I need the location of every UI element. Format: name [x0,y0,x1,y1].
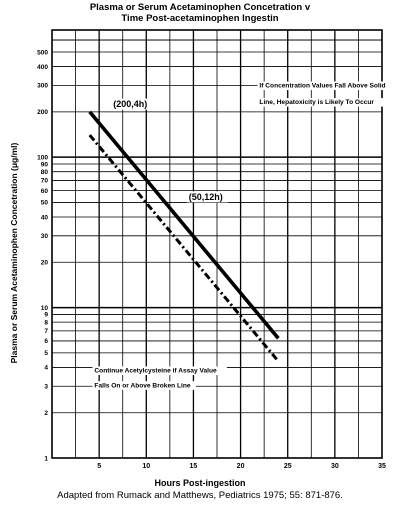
annotation-label: Line, Hepatoxicity is Likely To Occur [259,99,374,106]
y-tick-label: 100 [37,154,48,161]
annotation-label: Continue Acetylcysteine if Assay Value [94,368,217,375]
x-tick-label: 10 [142,463,150,470]
y-tick-label: 90 [41,161,49,168]
y-tick-label: 80 [41,169,49,176]
y-tick-label: 500 [37,49,48,56]
annotation-background [186,191,229,203]
y-tick-label: 40 [41,214,49,221]
annotation-label: Falls On or Above Broken Line [94,382,190,389]
annotation-background [111,98,153,110]
y-tick-label: 4 [44,365,48,372]
annotation-label: If Concentration Values Fall Above Solid [259,83,385,90]
y-tick-label: 400 [37,64,48,71]
y-tick-label: 60 [41,188,49,195]
chart-subtitle: Time Post-acetaminophen Ingestin [121,13,279,24]
annotation-label: (200,4h) [113,99,147,109]
y-tick-label: 8 [44,319,48,326]
x-tick-label: 20 [237,463,245,470]
x-tick-label: 35 [378,463,386,470]
solid-nomogram-line [88,110,280,340]
y-tick-label: 6 [44,338,48,345]
x-tick-label: 15 [190,463,198,470]
x-tick-label: 5 [97,463,101,470]
annotation-background [92,381,196,390]
y-tick-label: 30 [41,233,49,240]
chart-title: Plasma or Serum Acetaminophen Concetrati… [89,2,311,13]
y-tick-label: 1 [44,455,48,462]
annotation-background [257,98,389,107]
source-citation: Adapted from Rumack and Matthews, Pediat… [57,490,343,501]
y-tick-label: 300 [37,83,48,90]
y-tick-label: 50 [41,200,49,207]
y-tick-label: 3 [44,384,48,391]
y-tick-label: 2 [44,410,48,417]
x-axis-label: Hours Post-ingestion [154,478,246,488]
y-tick-label: 70 [41,178,49,185]
y-tick-label: 200 [37,109,48,116]
y-tick-label: 9 [44,312,48,319]
y-tick-label: 5 [44,350,48,357]
annotation-background [92,366,227,376]
annotation-background [257,81,399,91]
y-tick-label: 20 [41,260,49,267]
y-tick-label: 7 [44,328,48,335]
x-tick-label: 25 [284,463,292,470]
dashed-treatment-line [88,134,280,363]
annotation-label: (50,12h) [189,192,223,202]
y-tick-label: 10 [41,305,49,312]
x-tick-label: 30 [331,463,339,470]
